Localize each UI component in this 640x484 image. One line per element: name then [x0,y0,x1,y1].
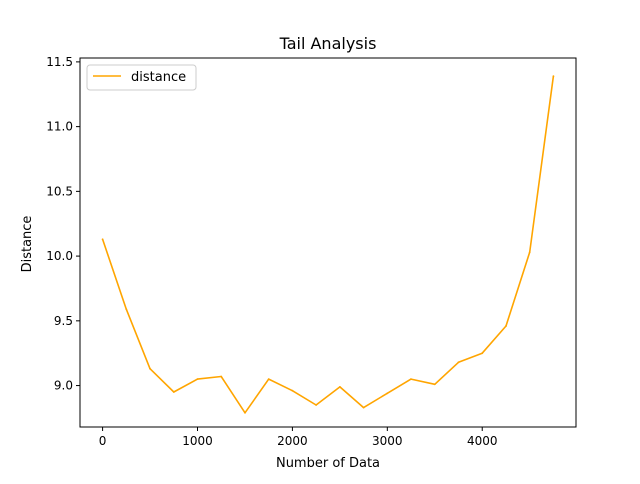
plot-frame [79,57,577,428]
x-axis-label: Number of Data [276,456,380,471]
data-point [267,378,270,380]
y-axis-label: Distance [20,216,35,273]
y-tick-label: 10.0 [46,249,73,263]
plot-series [101,75,555,414]
data-point [315,404,317,406]
x-tick-label: 3000 [372,434,403,448]
data-point [220,375,223,378]
data-point [552,75,555,77]
data-point [125,308,128,311]
x-tick-label: 4000 [467,434,498,448]
data-point [386,392,389,395]
y-tick-label: 10.5 [46,184,73,198]
data-point [339,386,341,388]
data-point [101,238,104,241]
data-point [433,383,436,386]
data-point [244,411,246,414]
x-tick-label: 0 [99,434,107,448]
chart-title: Tail Analysis [279,34,377,53]
x-tick-label: 1000 [182,434,213,448]
legend-label: distance [131,70,186,85]
data-point [410,378,412,380]
x-tick-label: 2000 [277,434,308,448]
legend-box [86,64,197,91]
y-tick-label: 9.0 [54,379,73,393]
y-tick-label: 9.5 [54,314,73,328]
data-point [149,367,151,370]
series-line-distance [101,75,555,414]
data-point [196,378,199,380]
legend: distance [86,64,197,91]
y-tick-label: 11.5 [46,55,73,69]
data-point [505,325,507,327]
data-point [528,251,531,254]
data-point [362,406,365,409]
data-point [291,389,294,392]
data-point [481,352,484,355]
y-tick-label: 11.0 [46,120,73,134]
axis-ticks: 0 1000 2000 3000 4000 9.0 9.5 10.0 10.5 11.0 11.5 [46,55,497,448]
data-point [172,391,175,393]
data-point [457,361,460,364]
